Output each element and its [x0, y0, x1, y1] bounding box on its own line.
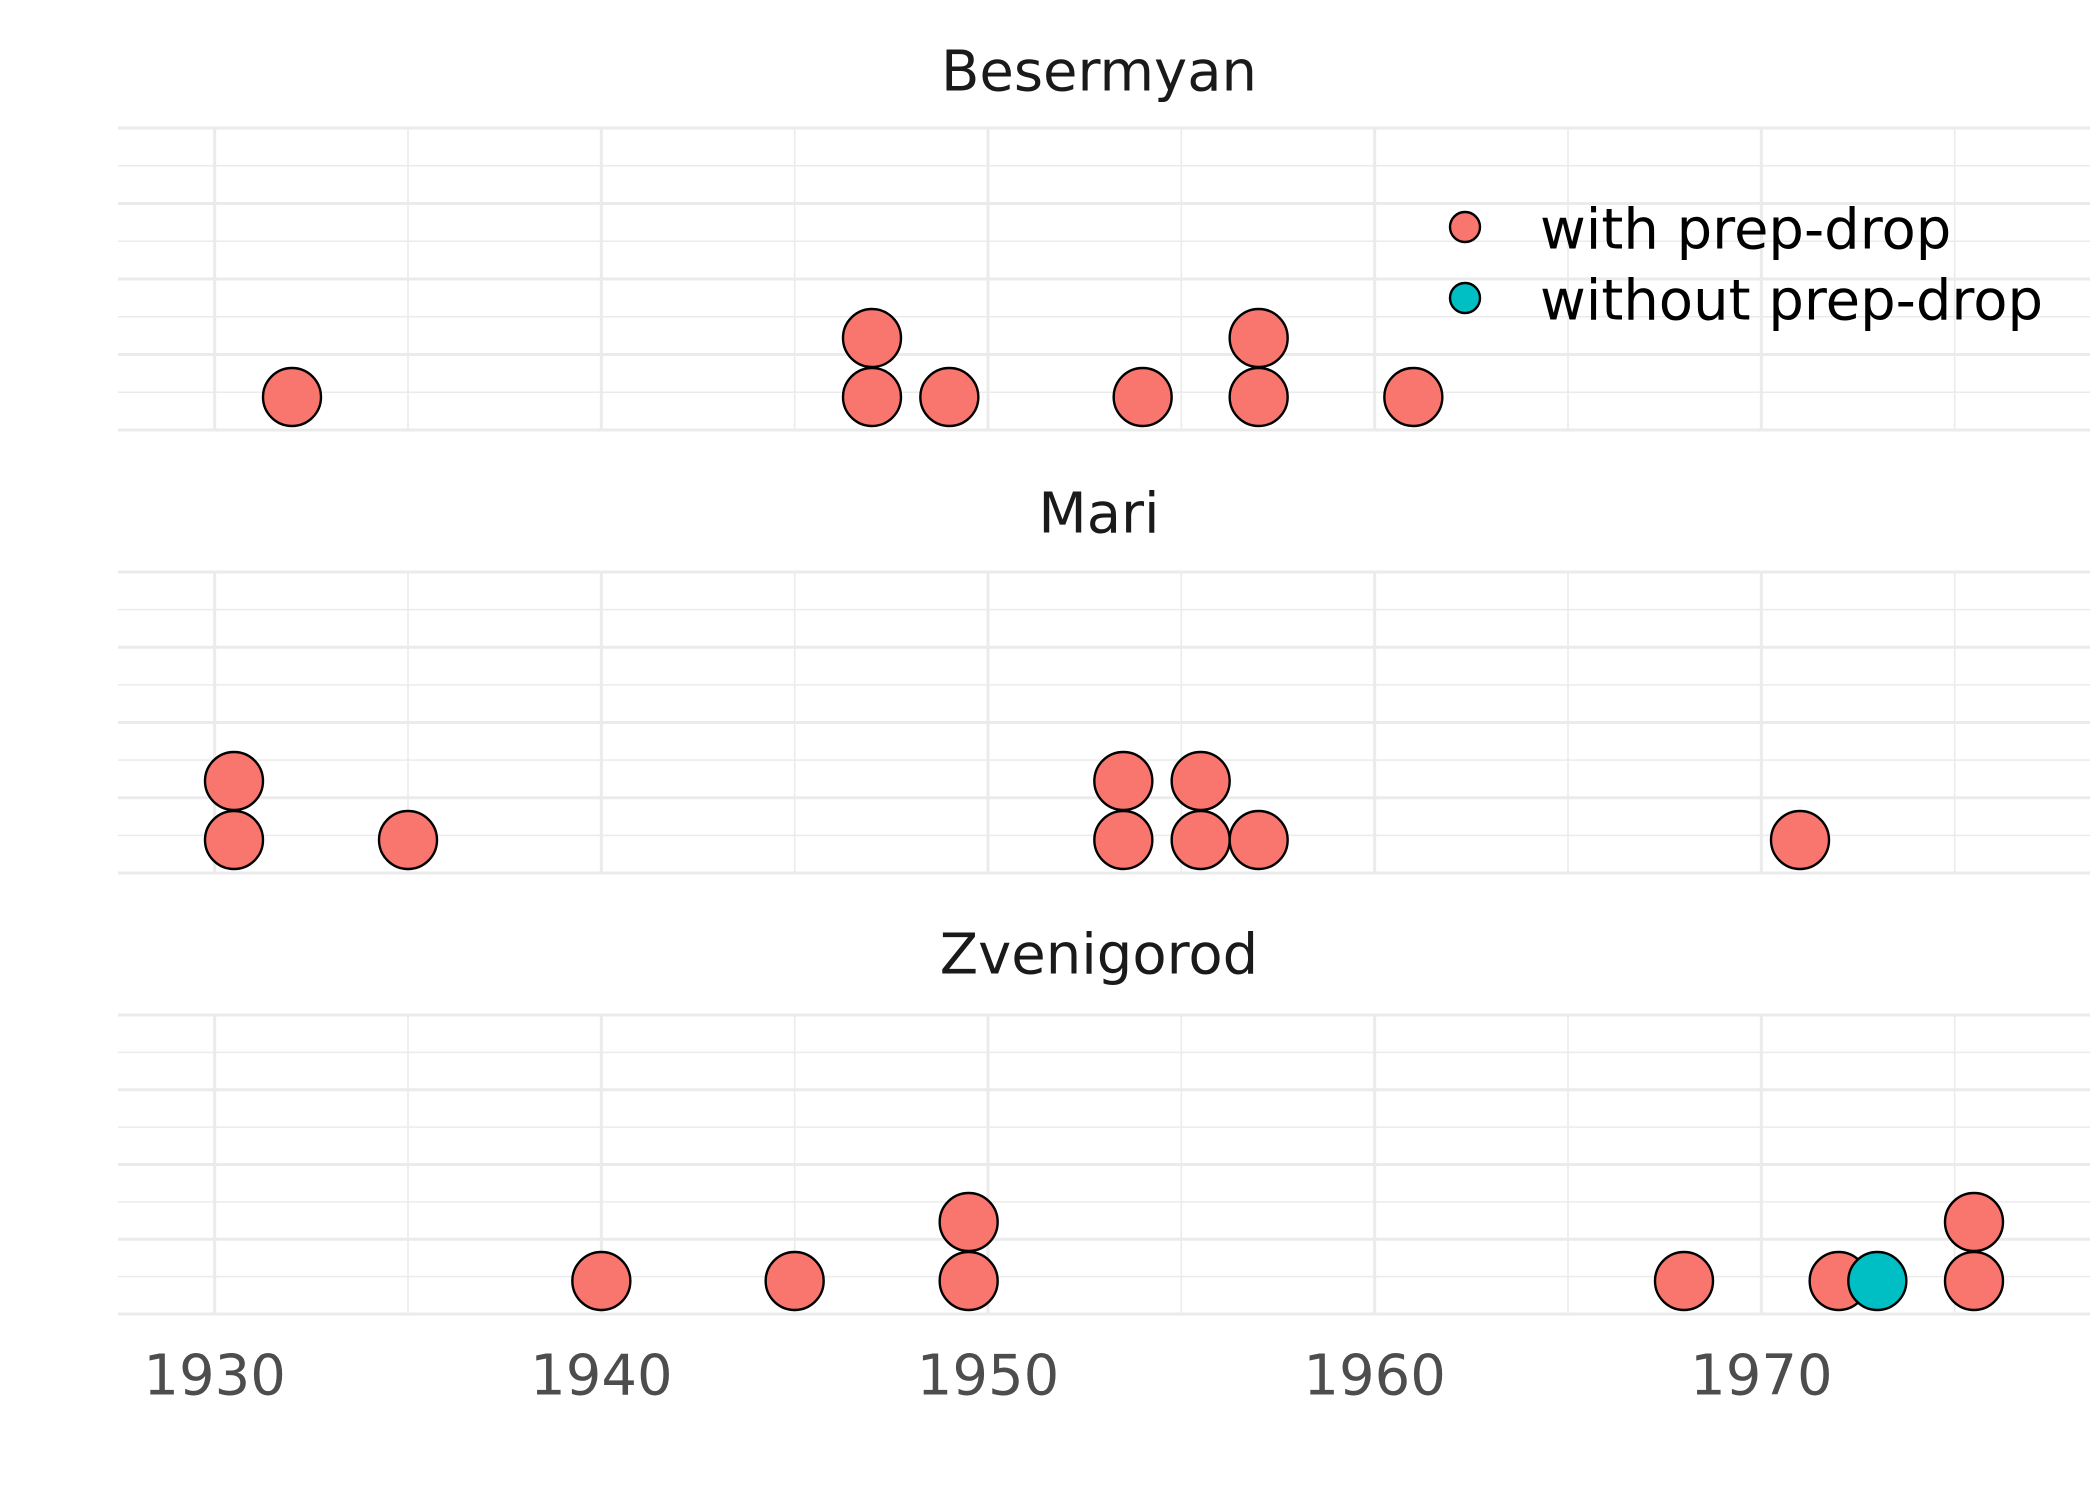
legend-key-with-prep-drop: [1448, 210, 1482, 244]
data-point: [841, 366, 903, 428]
data-point: [1170, 750, 1231, 812]
data-point: [1228, 307, 1289, 369]
data-point: [1228, 366, 1289, 428]
x-tick-label: 1950: [917, 1344, 1060, 1409]
legend-label-without-prep-drop: without prep-drop: [1540, 269, 2043, 334]
panel-besermyan: Besermyan: [118, 40, 2090, 432]
legend-label-with-prep-drop: with prep-drop: [1540, 198, 1951, 263]
data-point: [764, 1250, 825, 1312]
x-tick-label: 1970: [1690, 1344, 1833, 1409]
panel-title: Besermyan: [941, 40, 1257, 105]
panel-zvenigorod: Zvenigorod: [118, 923, 2090, 1316]
data-point: [1093, 809, 1154, 871]
data-point: [571, 1250, 632, 1312]
x-tick-label: 1960: [1303, 1344, 1446, 1409]
data-point: [1093, 750, 1154, 812]
data-point: [1769, 809, 1831, 871]
data-point: [938, 1250, 999, 1312]
data-point: [1112, 366, 1173, 428]
legend: with prep-drop without prep-drop: [1448, 198, 2043, 334]
data-point: [1943, 1250, 2005, 1312]
data-point: [1943, 1191, 2005, 1253]
panel-title: Zvenigorod: [940, 923, 1258, 988]
data-point: [1847, 1250, 1908, 1312]
data-point: [841, 307, 903, 369]
x-axis: 1930 1940 1950 1960 1970: [143, 1344, 1832, 1409]
data-point: [377, 809, 439, 871]
x-tick-label: 1930: [143, 1344, 286, 1409]
data-point: [1228, 809, 1289, 871]
data-point: [203, 809, 265, 871]
data-point: [1653, 1250, 1715, 1312]
data-point: [938, 1191, 999, 1253]
data-point: [1383, 366, 1444, 428]
panel-mari: Mari: [118, 482, 2090, 875]
data-point: [1170, 809, 1231, 871]
data-point: [203, 750, 265, 812]
panel-title: Mari: [1038, 482, 1159, 547]
legend-key-without-prep-drop: [1448, 281, 1482, 315]
panels: Besermyan Mari Zvenigorod: [118, 40, 2090, 1316]
data-point: [919, 366, 980, 428]
data-point: [261, 366, 323, 428]
x-tick-label: 1940: [530, 1344, 673, 1409]
